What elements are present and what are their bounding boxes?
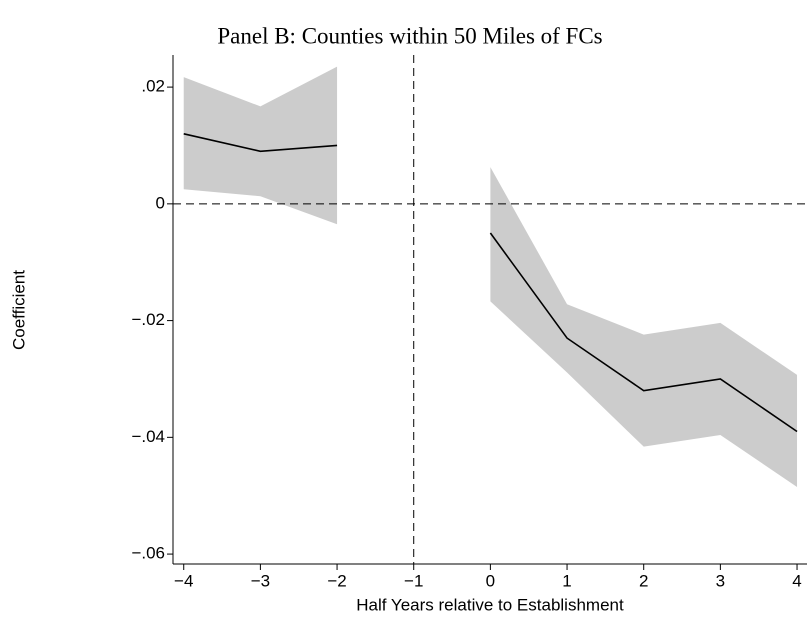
x-axis-label: Half Years relative to Establishment <box>356 595 624 614</box>
y-axis-label: Coefficient <box>9 270 28 350</box>
x-tick-label: −2 <box>327 571 346 590</box>
line <box>489 232 798 433</box>
x-tick-label: 0 <box>486 571 495 590</box>
x-tick-label: 2 <box>639 571 648 590</box>
ci-band <box>490 167 798 487</box>
x-tick-label: 4 <box>792 571 801 590</box>
x-tick-label: −3 <box>251 571 270 590</box>
x-tick-label: 3 <box>716 571 725 590</box>
x-tick-label: −4 <box>174 571 193 590</box>
ci-band <box>183 66 338 225</box>
y-tick-label: −.02 <box>131 310 165 329</box>
x-tick-label: −1 <box>404 571 423 590</box>
x-tick-label: 1 <box>562 571 571 590</box>
y-tick-label: −.04 <box>131 427 165 446</box>
line <box>183 133 338 153</box>
y-tick-label: −.06 <box>131 544 165 563</box>
y-tick-label: .02 <box>141 77 165 96</box>
chart-title: Panel B: Counties within 50 Miles of FCs <box>217 23 602 48</box>
y-tick-label: 0 <box>156 193 165 212</box>
